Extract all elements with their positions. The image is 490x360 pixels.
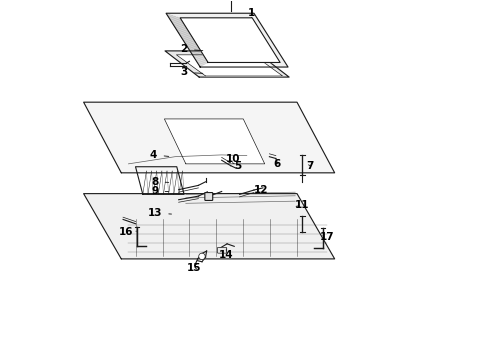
Polygon shape xyxy=(166,13,288,67)
Text: 13: 13 xyxy=(147,208,172,218)
Text: 14: 14 xyxy=(219,249,234,260)
Text: 6: 6 xyxy=(273,159,281,169)
Text: 11: 11 xyxy=(295,200,310,210)
Polygon shape xyxy=(180,18,280,63)
FancyBboxPatch shape xyxy=(205,193,213,201)
Polygon shape xyxy=(84,194,335,259)
Polygon shape xyxy=(164,119,265,164)
Text: 3: 3 xyxy=(180,67,203,77)
Polygon shape xyxy=(176,55,283,76)
FancyBboxPatch shape xyxy=(218,247,227,253)
Text: 17: 17 xyxy=(319,232,334,242)
Text: 16: 16 xyxy=(119,227,136,237)
Text: 9: 9 xyxy=(151,186,169,197)
Text: 4: 4 xyxy=(150,150,169,160)
Text: 1: 1 xyxy=(248,8,255,18)
Text: 15: 15 xyxy=(187,263,201,273)
Text: 7: 7 xyxy=(306,161,313,171)
Text: 12: 12 xyxy=(254,185,269,195)
Polygon shape xyxy=(84,102,335,173)
Polygon shape xyxy=(165,51,289,77)
Text: 2: 2 xyxy=(180,44,203,54)
Text: 8: 8 xyxy=(151,177,169,187)
Text: 10: 10 xyxy=(226,154,241,164)
Circle shape xyxy=(199,253,205,260)
Text: 5: 5 xyxy=(232,161,242,171)
